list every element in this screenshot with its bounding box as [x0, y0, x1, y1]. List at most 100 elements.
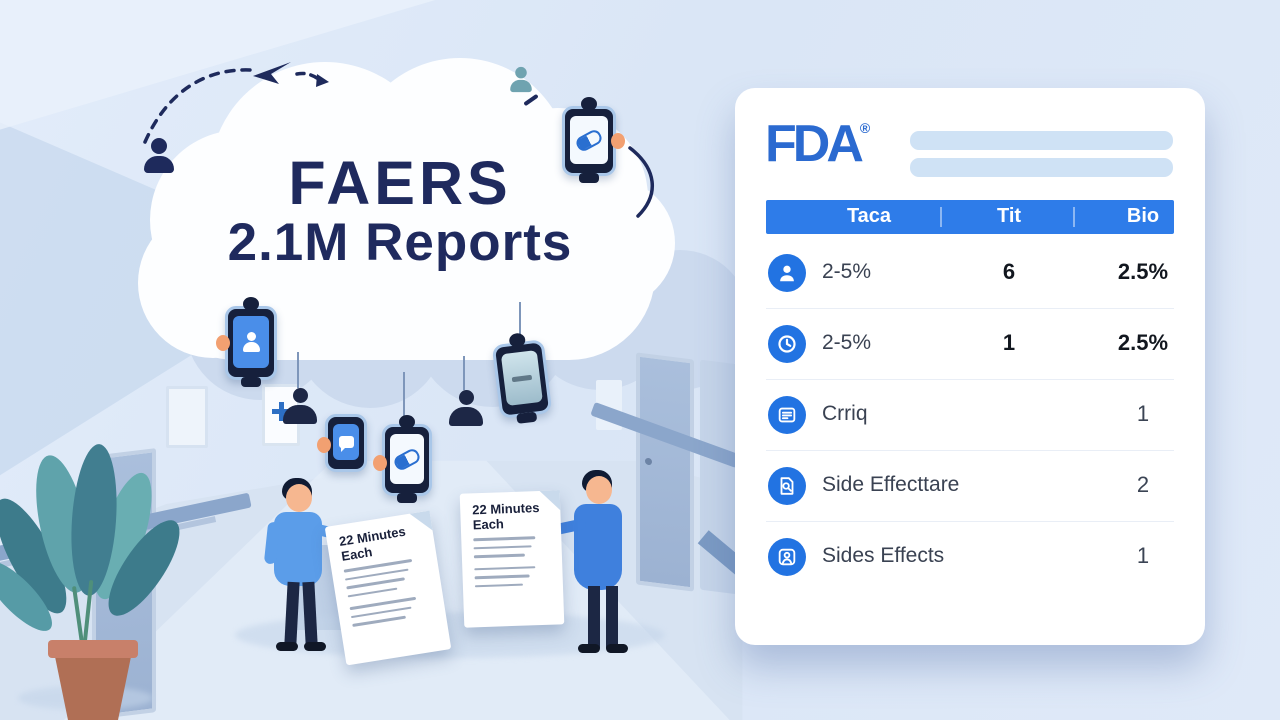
text-line [352, 615, 406, 627]
shoe [578, 644, 600, 653]
row-label: 2-5% [822, 331, 872, 354]
fda-logo: FDA® [765, 115, 871, 173]
fda-data-card: FDA® Taca Tit Bio 2-5% 6 2.5% [735, 88, 1205, 645]
phone-bottom [241, 377, 261, 387]
text-line [473, 553, 526, 558]
column-header: Bio [1126, 205, 1160, 227]
cloud-title-line2: 2.1M Reports [227, 213, 573, 273]
phone-person-app [216, 297, 277, 387]
paper-plane-arrow [143, 62, 329, 144]
cloud-title: FAERS 2.1M Reports [170, 149, 630, 273]
nurse-figure [252, 468, 362, 663]
hand [373, 455, 387, 471]
phone-screen [500, 350, 543, 407]
phone-screen [233, 316, 269, 368]
paper-plane-icon [253, 62, 291, 84]
shoe [606, 644, 628, 653]
document-title: 22 Minutes Each [471, 500, 540, 532]
column-header: Taca [846, 205, 892, 227]
potted-plant [0, 430, 192, 720]
swoosh-arc [628, 146, 654, 218]
person-icon [144, 138, 174, 173]
phone-screen [333, 424, 359, 460]
dash-icon [511, 374, 533, 382]
table-row: 2-5% 6 2.5% [766, 238, 1174, 309]
text-line [474, 574, 530, 579]
phone-top-button [581, 97, 597, 111]
table-row: Sides Effects 1 [766, 522, 1174, 592]
phone-bottom [579, 173, 599, 183]
placeholder-bar [910, 158, 1173, 177]
person-silhouette [449, 390, 483, 426]
table-row: Crriq 1 [766, 380, 1174, 451]
text-line [347, 587, 398, 598]
stem [71, 586, 85, 644]
text-line [474, 565, 536, 571]
report-document-right: 22 Minutes Each [459, 490, 565, 628]
phone-screen [390, 434, 424, 484]
medical-cross-icon [279, 402, 284, 421]
row-label: Side Effecttare [822, 473, 960, 496]
phone-pill-app [373, 415, 432, 503]
placeholder-bar [910, 131, 1173, 150]
doctor-figure [540, 460, 652, 655]
leg [606, 586, 618, 648]
hanging-string [403, 372, 405, 426]
wall-frame [166, 386, 208, 448]
card-icon [768, 396, 806, 434]
table-row: 2-5% 1 2.5% [766, 309, 1174, 380]
phone-top-button [508, 332, 527, 349]
row-value-right: 1 [1136, 401, 1150, 426]
arrowhead-icon [316, 74, 329, 87]
text-line [474, 583, 524, 588]
row-value-right: 2.5% [1117, 259, 1169, 284]
leg [302, 581, 318, 645]
table-row: Side Effecttare 2 [766, 451, 1174, 522]
plant-pot [55, 658, 131, 720]
cloud-title-line1: FAERS [288, 149, 512, 217]
row-value-right: 1 [1136, 543, 1150, 568]
hanging-string [519, 302, 521, 344]
row-value-right: 2.5% [1117, 330, 1169, 355]
report-document-left: 22 Minutes Each [324, 510, 452, 666]
person-badge-icon [768, 538, 806, 576]
person-icon-teal [510, 66, 532, 93]
person-icon [242, 332, 260, 352]
header-divider [940, 207, 942, 227]
shoe [304, 642, 326, 651]
phone-bottom [516, 411, 538, 424]
person-silhouette [283, 388, 317, 424]
document-search-icon [768, 467, 806, 505]
row-label: Crriq [822, 402, 868, 425]
pill-icon [574, 127, 604, 153]
row-label: 2-5% [822, 260, 872, 283]
registered-mark: ® [859, 120, 871, 136]
phone-bottom [397, 493, 417, 503]
phone-top-button [399, 415, 415, 429]
row-label: Sides Effects [822, 544, 945, 567]
phone-tilted [491, 332, 553, 424]
shoe [276, 642, 298, 651]
plant-pot [48, 640, 138, 658]
table-header: Taca Tit Bio [766, 200, 1174, 234]
column-header: Tit [996, 205, 1022, 227]
hand [611, 133, 625, 149]
table-body: 2-5% 6 2.5% 2-5% 1 2.5% Crriq 1 [766, 238, 1174, 592]
head [286, 484, 312, 512]
hand [216, 335, 230, 351]
hand [317, 437, 331, 453]
phone-chat-app [317, 414, 367, 472]
text-line [473, 544, 532, 550]
leg [284, 581, 300, 645]
header-divider [1073, 207, 1075, 227]
row-value-mid: 1 [1002, 330, 1016, 355]
phone-screen [570, 116, 608, 164]
text-line [473, 536, 536, 541]
clock-icon [768, 325, 806, 363]
person-icon [768, 254, 806, 292]
leg [588, 586, 600, 648]
phone-pill-app-top [562, 97, 625, 183]
scrub-top [274, 512, 322, 586]
row-value-mid: 6 [1002, 259, 1016, 284]
